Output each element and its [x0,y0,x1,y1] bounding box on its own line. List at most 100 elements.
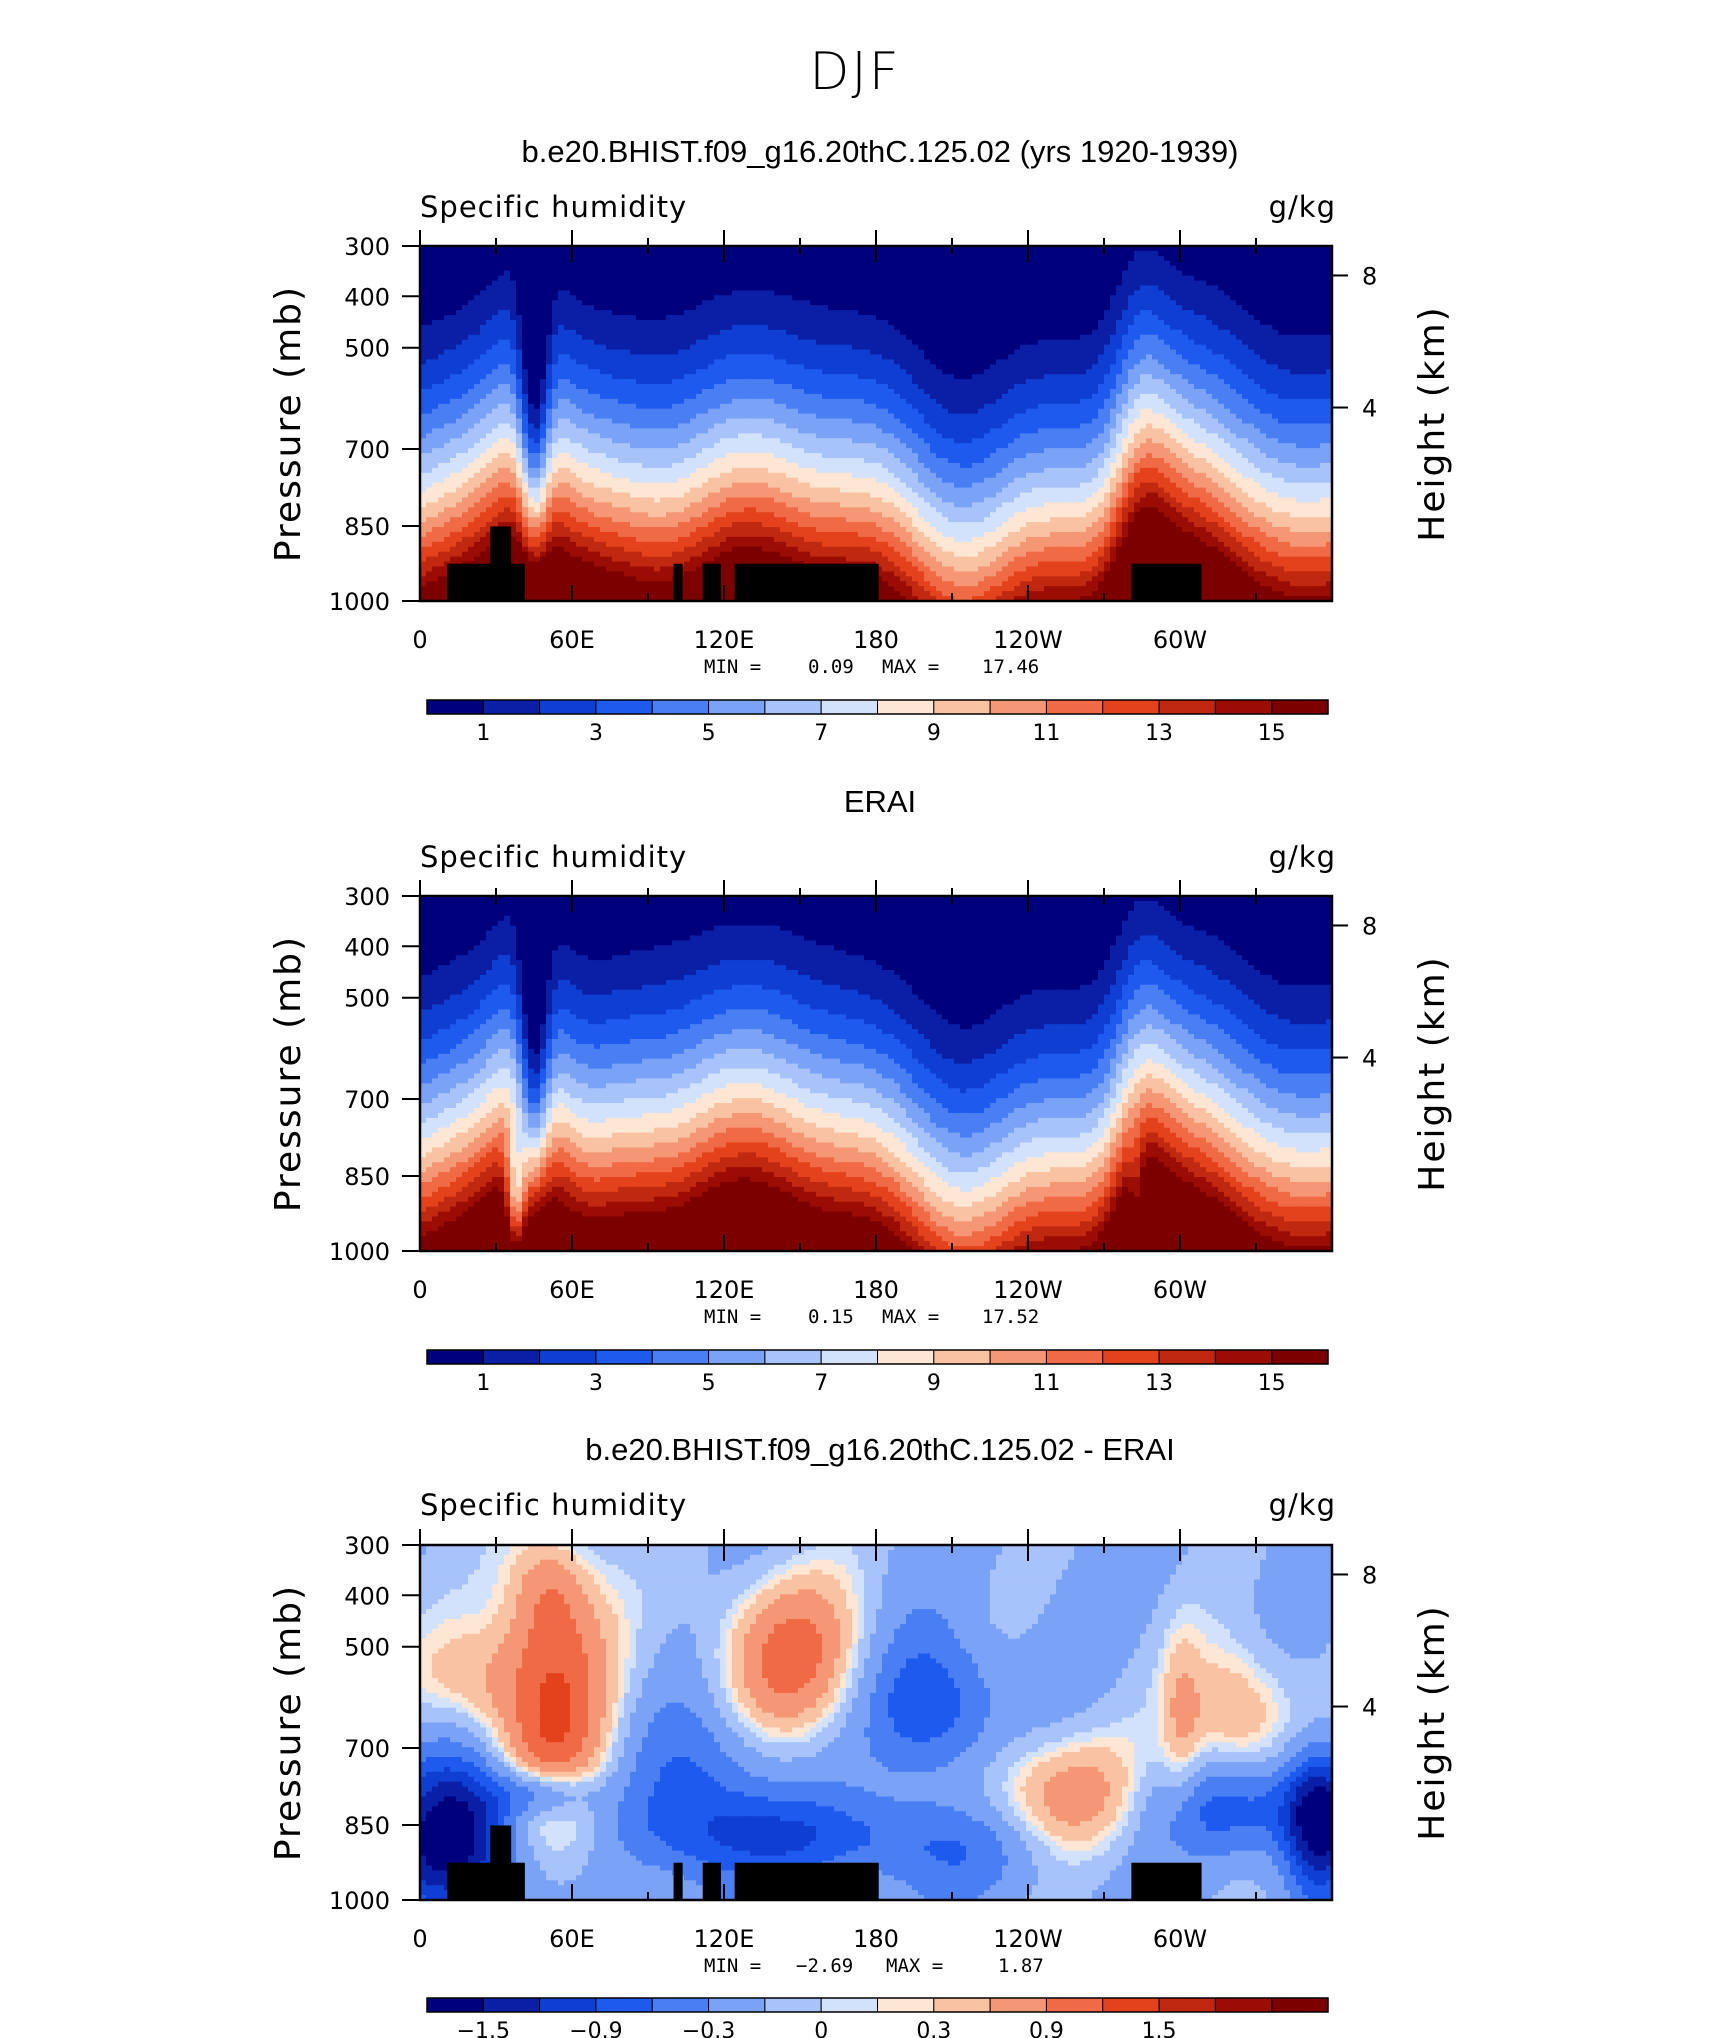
contour-cell [894,399,901,405]
contour-cell [966,359,973,365]
contour-cell [1080,320,1087,326]
contour-cell [1026,281,1033,287]
contour-cell [1104,261,1111,267]
contour-cell [1218,335,1225,341]
contour-cell [1086,359,1093,365]
contour-cell [492,359,499,365]
contour-cell [1164,300,1171,306]
contour-cell [1236,305,1243,311]
contour-cell [714,354,721,360]
contour-cell [624,251,631,257]
contour-cell [846,300,853,306]
contour-cell [834,340,841,346]
contour-cell [1278,350,1285,356]
contour-cell [726,315,733,321]
contour-cell [888,315,895,321]
contour-cell [1260,310,1267,316]
contour-cell [762,389,769,395]
contour-cell [1008,364,1015,370]
contour-cell [972,251,979,257]
contour-cell [924,364,931,370]
contour-cell [540,310,547,316]
contour-cell [1182,256,1189,262]
contour-cell [600,340,607,346]
contour-cell [828,285,835,291]
contour-cell [1068,379,1075,385]
contour-cell [558,394,565,400]
contour-cell [936,315,943,321]
contour-cell [936,266,943,272]
contour-cell [1302,310,1309,316]
contour-cell [1314,350,1321,356]
contour-cell [660,261,667,267]
contour-cell [714,325,721,331]
contour-cell [540,315,547,321]
contour-cell [1128,295,1135,301]
contour-cell [948,300,955,306]
contour-cell [960,359,967,365]
contour-cell [780,345,787,351]
contour-cell [438,354,445,360]
contour-cell [1224,295,1231,301]
contour-cell [1014,384,1021,390]
contour-cell [600,256,607,262]
contour-cell [726,354,733,360]
contour-cell [1218,256,1225,262]
contour-cell [1218,290,1225,296]
contour-cell [636,251,643,257]
contour-cell [1014,364,1021,370]
contour-cell [966,290,973,296]
contour-cell [870,325,877,331]
contour-cell [858,281,865,287]
contour-cell [828,345,835,351]
contour-cell [924,315,931,321]
contour-cell [534,354,541,360]
contour-cell [1242,261,1249,267]
contour-cell [594,354,601,360]
contour-cell [510,305,517,311]
contour-cell [828,340,835,346]
contour-cell [462,276,469,282]
contour-cell [684,305,691,311]
contour-cell [1074,374,1081,380]
contour-cell [660,354,667,360]
contour-cell [1212,325,1219,331]
contour-cell [1188,394,1195,400]
contour-cell [684,399,691,405]
contour-cell [510,330,517,336]
contour-cell [1158,359,1165,365]
contour-cell [1014,256,1021,262]
contour-cell [1050,359,1057,365]
contour-cell [1266,394,1273,400]
contour-cell [1230,281,1237,287]
contour-cell [1074,404,1081,410]
contour-cell [564,330,571,336]
contour-cell [822,325,829,331]
contour-cell [822,359,829,365]
contour-cell [1266,256,1273,262]
contour-cell [1152,369,1159,375]
contour-cell [1314,354,1321,360]
contour-cell [1152,276,1159,282]
contour-cell [930,256,937,262]
contour-cell [516,379,523,385]
contour-cell [1200,290,1207,296]
contour-cell [1026,364,1033,370]
contour-cell [1188,251,1195,257]
contour-cell [636,305,643,311]
contour-cell [582,374,589,380]
contour-cell [540,271,547,277]
contour-cell [1242,325,1249,331]
contour-cell [630,325,637,331]
contour-cell [1014,310,1021,316]
contour-cell [570,394,577,400]
contour-cell [990,271,997,277]
contour-cell [1038,354,1045,360]
contour-cell [1146,281,1153,287]
contour-cell [606,354,613,360]
contour-cell [660,379,667,385]
contour-cell [624,354,631,360]
contour-cell [852,271,859,277]
contour-cell [1122,315,1129,321]
contour-cell [702,261,709,267]
